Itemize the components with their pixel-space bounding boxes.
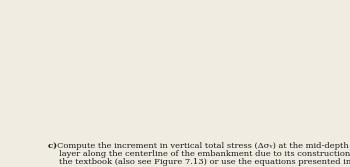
Text: c): c) [48, 142, 60, 150]
Text: Compute the increment in vertical total stress (Δσᵥ) at the mid-depth of the sof: Compute the increment in vertical total … [57, 142, 350, 150]
Text: layer along the centerline of the embankment due to its construction.  Consult S: layer along the centerline of the embank… [60, 150, 350, 158]
Text: the textbook (also see Figure 7.13) or use the equations presented in lecture.: the textbook (also see Figure 7.13) or u… [60, 158, 350, 166]
